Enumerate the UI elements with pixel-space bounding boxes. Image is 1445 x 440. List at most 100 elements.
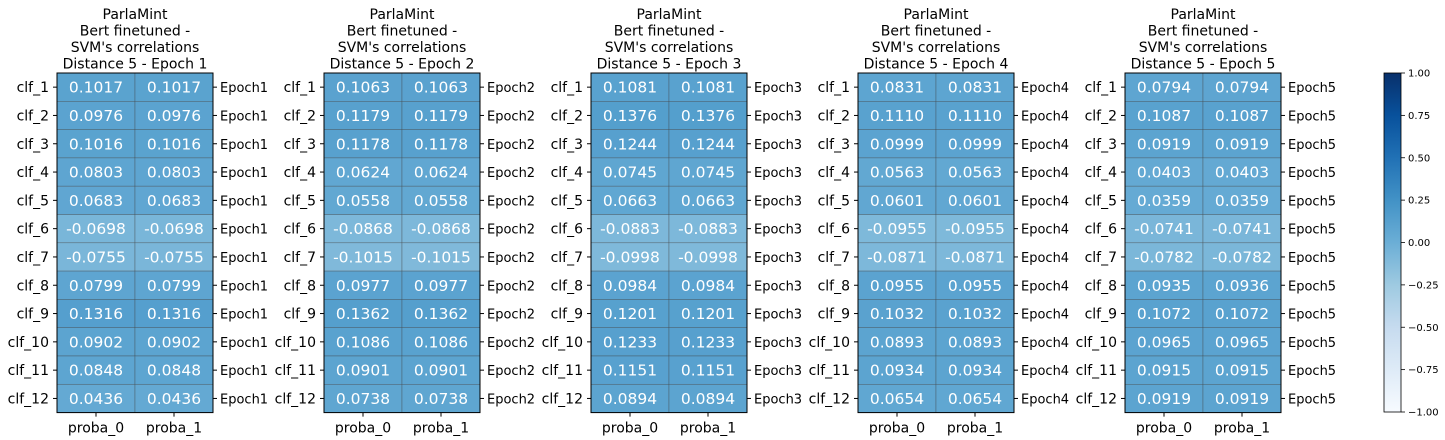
row-tick-label: clf_8 <box>818 278 850 294</box>
cell-value-label: 0.0901 <box>336 362 390 380</box>
cell-value-label: 0.0803 <box>69 164 123 182</box>
cell-value-label: 0.0919 <box>1215 135 1269 153</box>
panel-frame <box>590 72 748 414</box>
heatmap-cell <box>134 299 214 328</box>
epoch-tick-label: Epoch1 <box>220 109 268 124</box>
cell-value-label: 0.1087 <box>1215 107 1269 125</box>
col-tick-label: proba_0 <box>1136 421 1192 437</box>
cell-value-label: 0.0999 <box>870 135 924 153</box>
panel-title-line: ParlaMint <box>103 7 168 23</box>
heatmap-cell <box>668 270 748 300</box>
row-tick-label: clf_11 <box>542 363 583 379</box>
row-tick-label: clf_2 <box>284 108 316 124</box>
cell-value-label: 0.0654 <box>948 390 1002 408</box>
cell-value-label: 0.0936 <box>1215 277 1269 295</box>
cell-value-label: 0.0558 <box>414 192 468 210</box>
row-tick-label: clf_7 <box>284 250 316 266</box>
epoch-tick-label: Epoch4 <box>1021 194 1069 209</box>
heatmap-cell <box>935 101 1015 130</box>
panel-frame <box>1124 72 1282 414</box>
row-tick-label: clf_6 <box>551 222 584 238</box>
cell-value-label: 0.0794 <box>1137 79 1191 97</box>
epoch-tick-label: Epoch1 <box>220 223 268 238</box>
panel-title-line: Distance 5 - Epoch 1 <box>63 57 208 73</box>
heatmap-cell <box>1202 157 1282 187</box>
cell-value-label: -0.0741 <box>1212 220 1272 238</box>
heatmap-cell <box>857 129 937 159</box>
epoch-tick-label: Epoch4 <box>1021 166 1069 181</box>
row-tick-label: clf_6 <box>17 222 50 238</box>
panel-title-line: SVM's correlations <box>605 40 734 56</box>
cell-value-label: -0.0871 <box>945 248 1005 266</box>
heatmap-cell <box>857 72 937 102</box>
row-tick-label: clf_4 <box>818 165 851 181</box>
cell-value-label: 0.0848 <box>69 362 123 380</box>
epoch-tick-label: Epoch2 <box>487 81 535 96</box>
epoch-tick-label: Epoch5 <box>1288 308 1336 323</box>
epoch-tick-label: Epoch4 <box>1021 138 1069 153</box>
cell-value-label: 0.0803 <box>147 164 201 182</box>
panel-title-line: ParlaMint <box>904 7 969 23</box>
cell-value-label: 0.1086 <box>414 333 468 351</box>
cell-value-label: 0.1362 <box>414 305 468 323</box>
cell-value-label: 0.0977 <box>336 277 390 295</box>
cell-value-label: -0.0782 <box>1134 248 1194 266</box>
cell-value-label: 0.0894 <box>603 390 657 408</box>
cell-value-label: 0.1110 <box>870 107 924 125</box>
epoch-tick-label: Epoch2 <box>487 166 535 181</box>
epoch-tick-label: Epoch3 <box>754 279 802 294</box>
heatmap-cell <box>56 72 136 102</box>
cell-value-label: 0.0901 <box>414 362 468 380</box>
epoch-tick-label: Epoch3 <box>754 364 802 379</box>
cell-value-label: -0.0782 <box>1212 248 1272 266</box>
cell-value-label: 0.0934 <box>870 362 924 380</box>
row-tick-label: clf_11 <box>275 363 316 379</box>
epoch-tick-label: Epoch2 <box>487 194 535 209</box>
colorbar-tick-label: −0.75 <box>1408 365 1439 376</box>
heatmap-cell <box>935 299 1015 328</box>
row-tick-label: clf_4 <box>17 165 50 181</box>
epoch-tick-label: Epoch5 <box>1288 251 1336 266</box>
row-tick-label: clf_5 <box>17 193 49 209</box>
heatmap-cell <box>323 355 403 385</box>
epoch-tick-label: Epoch2 <box>487 336 535 351</box>
row-tick-label: clf_12 <box>1076 391 1117 407</box>
heatmap-cell <box>590 270 670 300</box>
colorbar-tick-label: 0.50 <box>1408 153 1430 164</box>
heatmap-cell <box>1124 242 1204 272</box>
row-tick-label: clf_12 <box>8 391 49 407</box>
epoch-tick-label: Epoch4 <box>1021 223 1069 238</box>
row-tick-label: clf_3 <box>284 137 316 153</box>
heatmap-cell <box>857 299 937 328</box>
heatmap-cell <box>1202 327 1282 357</box>
cell-value-label: 0.1178 <box>336 135 390 153</box>
cell-value-label: 0.1179 <box>414 107 468 125</box>
col-tick-label: proba_1 <box>680 421 736 437</box>
cell-value-label: 0.0965 <box>1215 333 1269 351</box>
cell-value-label: 0.0799 <box>147 277 201 295</box>
epoch-tick-label: Epoch2 <box>487 109 535 124</box>
heatmap-cell <box>56 383 136 413</box>
epoch-tick-label: Epoch1 <box>220 279 268 294</box>
heatmap-cell <box>1124 214 1204 244</box>
heatmap-cell <box>857 327 937 357</box>
heatmap-cell <box>590 72 670 102</box>
heatmap-cell <box>401 214 481 244</box>
cell-value-label: 0.0359 <box>1215 192 1269 210</box>
row-tick-label: clf_10 <box>809 335 850 351</box>
heatmap-cell <box>935 383 1015 413</box>
row-tick-label: clf_8 <box>284 278 316 294</box>
cell-value-label: 0.0902 <box>69 333 123 351</box>
cell-value-label: 0.0955 <box>870 277 924 295</box>
cell-value-label: 0.0403 <box>1215 164 1269 182</box>
cell-value-label: 0.1201 <box>681 305 735 323</box>
cell-value-label: 0.1316 <box>147 305 201 323</box>
heatmap-cell <box>1202 185 1282 215</box>
cell-value-label: 0.1016 <box>147 135 201 153</box>
epoch-tick-label: Epoch5 <box>1288 392 1336 407</box>
cell-value-label: 0.1087 <box>1137 107 1191 125</box>
heatmap-cell <box>401 72 481 102</box>
